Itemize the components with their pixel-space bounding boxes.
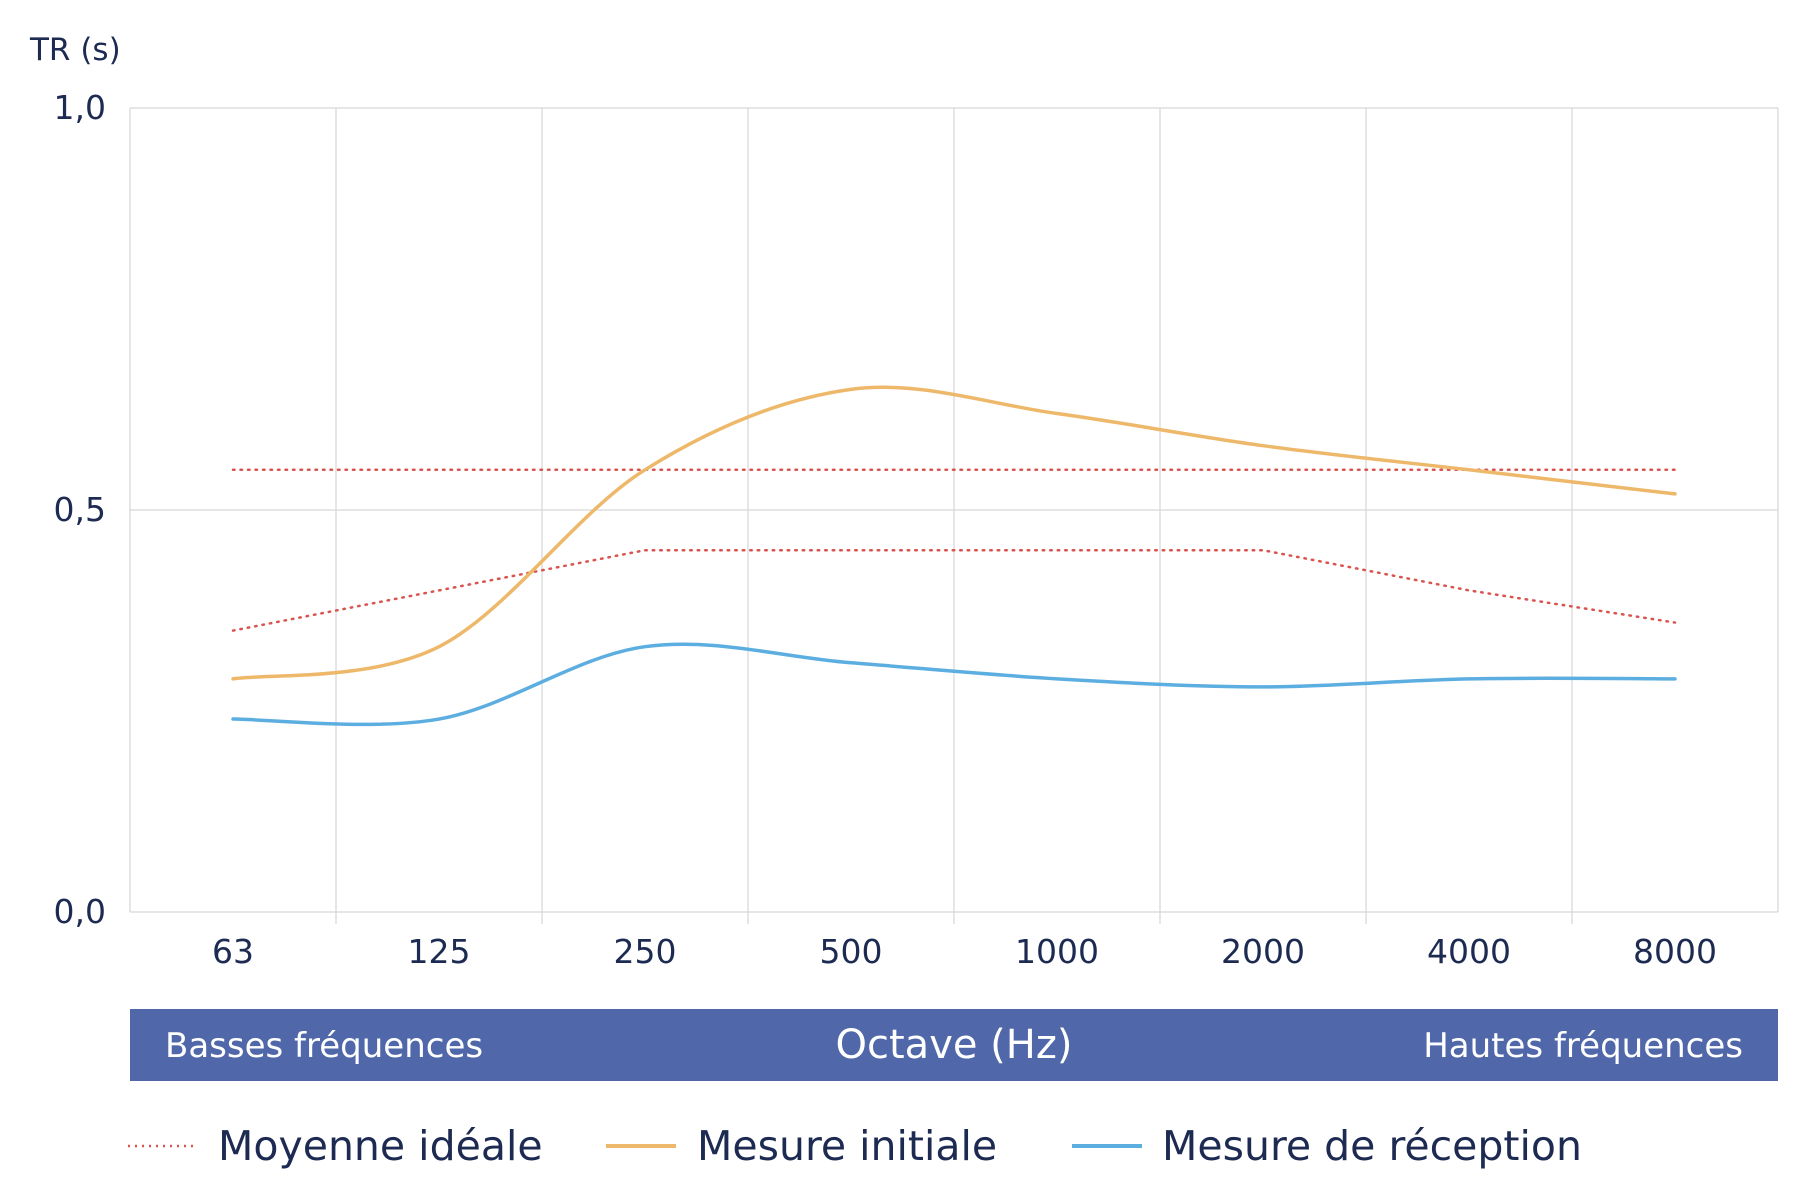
- series-line-reception: [231, 642, 1677, 727]
- x-ticks: 63 125 250 500 1000 2000 4000 8000: [212, 932, 1717, 971]
- x-axis-label: Octave (Hz): [836, 1022, 1073, 1068]
- chart-grid: [129, 107, 1779, 924]
- y-axis-label: TR (s): [29, 32, 121, 68]
- chart-series: [231, 385, 1677, 727]
- frequency-band: [130, 1009, 1778, 1081]
- x-tick-label: 500: [820, 932, 883, 971]
- legend: Moyenne idéale Mesure initiale Mesure de…: [128, 1122, 1582, 1170]
- band-right-label: Hautes fréquences: [1423, 1026, 1743, 1066]
- series-line-initial: [231, 385, 1677, 681]
- y-tick-label: 1,0: [54, 88, 106, 127]
- x-tick-label: 1000: [1015, 932, 1099, 971]
- x-tick-label: 125: [408, 932, 471, 971]
- x-tick-label: 250: [614, 932, 677, 971]
- legend-label-initial: Mesure initiale: [697, 1122, 997, 1170]
- band-left-label: Basses fréquences: [165, 1026, 483, 1066]
- legend-label-reception: Mesure de réception: [1162, 1122, 1582, 1170]
- x-tick-label: 8000: [1633, 932, 1717, 971]
- series-line-ideal-lower: [231, 548, 1677, 632]
- x-tick-label: 63: [212, 932, 254, 971]
- x-tick-label: 4000: [1427, 932, 1511, 971]
- x-tick-label: 2000: [1221, 932, 1305, 971]
- y-tick-label: 0,0: [54, 892, 106, 931]
- y-tick-label: 0,5: [54, 490, 106, 529]
- legend-label-ideal: Moyenne idéale: [218, 1122, 543, 1170]
- y-ticks: 0,0 0,5 1,0: [54, 88, 106, 931]
